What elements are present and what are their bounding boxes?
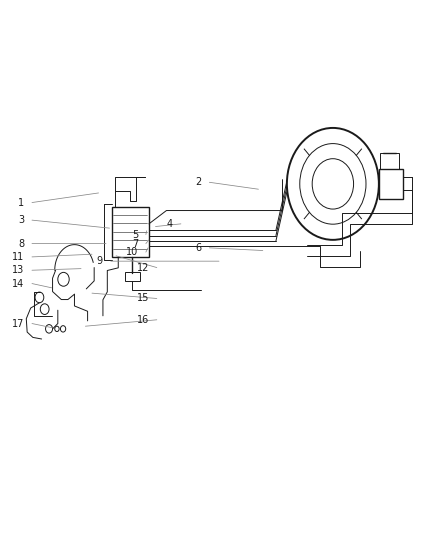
- Text: 3: 3: [18, 215, 24, 225]
- Text: 5: 5: [132, 230, 138, 239]
- Text: 13: 13: [12, 265, 24, 275]
- Bar: [125, 271, 140, 281]
- Bar: [379, 169, 403, 199]
- Text: 15: 15: [137, 294, 149, 303]
- Text: 1: 1: [18, 198, 24, 207]
- Text: 10: 10: [126, 247, 138, 257]
- Text: 11: 11: [12, 252, 24, 262]
- Text: 17: 17: [12, 319, 24, 328]
- Bar: [112, 207, 149, 257]
- Text: 8: 8: [18, 239, 24, 248]
- Text: 16: 16: [137, 315, 149, 325]
- Text: 6: 6: [195, 243, 201, 253]
- Text: 9: 9: [97, 256, 103, 266]
- Text: 7: 7: [132, 239, 138, 248]
- Bar: [380, 153, 399, 169]
- Text: 14: 14: [12, 279, 24, 288]
- Text: 2: 2: [195, 177, 201, 187]
- Text: 4: 4: [167, 219, 173, 229]
- Text: 12: 12: [137, 263, 149, 272]
